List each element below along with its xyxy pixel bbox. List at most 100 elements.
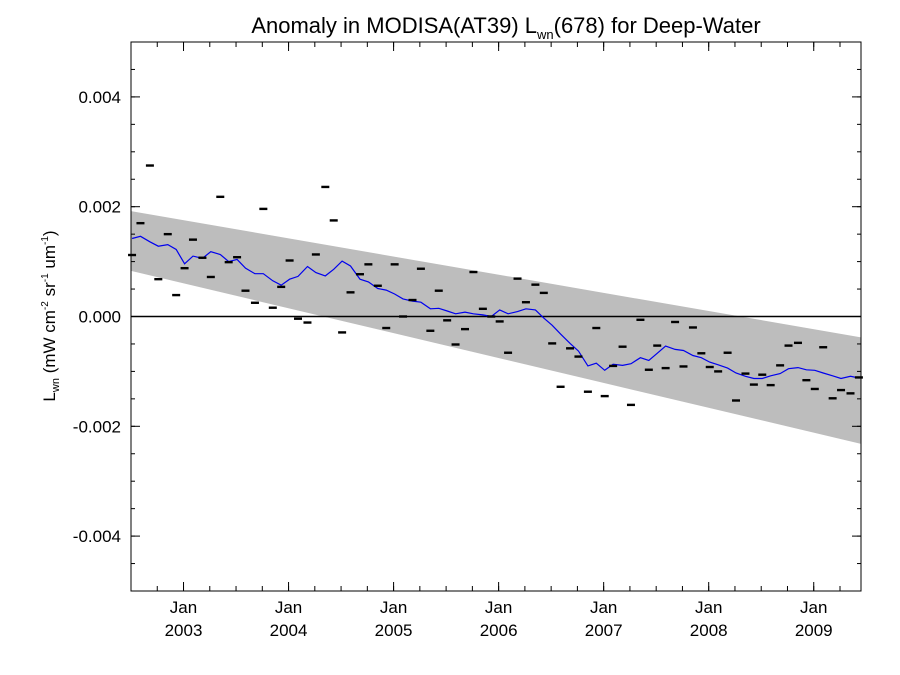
data-point: [539, 291, 548, 295]
x-tick-month: Jan: [800, 598, 827, 617]
data-point: [644, 368, 653, 371]
x-tick-month: Jan: [590, 598, 617, 617]
data-point: [382, 326, 391, 330]
data-point: [303, 321, 312, 324]
data-point: [426, 329, 435, 332]
data-point: [802, 378, 811, 382]
data-point: [329, 219, 338, 222]
data-points: [128, 164, 863, 407]
data-point: [566, 347, 575, 350]
y-axis-label: Lwn (mW cm-2 sr-1 um-1): [40, 230, 62, 401]
data-point: [338, 331, 347, 334]
data-point: [495, 320, 504, 323]
data-point: [705, 365, 714, 369]
data-point: [180, 266, 189, 270]
x-tick-month: Jan: [380, 598, 407, 617]
x-tick-year: 2003: [165, 621, 203, 640]
data-point: [443, 319, 452, 322]
x-tick-month: Jan: [485, 598, 512, 617]
data-point: [653, 344, 662, 347]
data-point: [688, 326, 697, 329]
y-tick-label: -0.002: [73, 417, 121, 436]
data-point: [504, 351, 513, 354]
data-point: [399, 315, 408, 318]
trend-line: [131, 235, 860, 380]
data-point: [206, 275, 215, 279]
band-area: [131, 211, 861, 444]
data-point: [268, 306, 277, 309]
x-tick-year: 2009: [795, 621, 833, 640]
data-point: [233, 256, 242, 259]
data-point: [741, 372, 750, 375]
data-point: [346, 291, 355, 294]
data-point: [521, 301, 530, 304]
data-point: [451, 343, 460, 346]
data-point: [285, 259, 294, 262]
data-point: [311, 253, 320, 256]
data-point: [250, 301, 259, 304]
data-point: [188, 238, 197, 241]
data-point: [145, 164, 154, 167]
data-point: [766, 383, 775, 387]
x-tick-year: 2007: [585, 621, 623, 640]
data-point: [154, 277, 163, 281]
x-tick-year: 2004: [270, 621, 308, 640]
data-point: [626, 403, 635, 407]
uncertainty-band: [131, 211, 861, 444]
data-point: [321, 185, 330, 189]
data-point: [793, 341, 802, 345]
data-point: [241, 289, 250, 292]
data-point: [172, 293, 181, 297]
data-point: [556, 385, 565, 388]
data-point: [364, 263, 373, 266]
data-point: [224, 260, 233, 264]
data-point: [277, 285, 286, 289]
data-point: [478, 307, 487, 311]
y-tick-label: 0.004: [78, 88, 121, 107]
data-point: [198, 256, 207, 259]
data-point: [854, 376, 863, 379]
data-point: [846, 392, 855, 395]
y-axis: 0.004 0.002 0.000 -0.002 -0.004: [73, 41, 861, 592]
data-point: [758, 373, 767, 376]
x-tick-month: Jan: [275, 598, 302, 617]
data-point: [723, 351, 732, 354]
data-point: [583, 390, 592, 393]
data-point: [469, 270, 478, 274]
data-point: [819, 346, 828, 349]
data-point: [609, 364, 618, 368]
data-point: [128, 253, 137, 257]
data-point: [636, 318, 645, 321]
data-point: [513, 277, 522, 280]
data-point: [390, 263, 399, 266]
data-point: [294, 317, 303, 320]
data-point: [749, 383, 758, 386]
data-point: [259, 207, 268, 211]
data-point: [373, 284, 382, 287]
data-point: [548, 342, 557, 345]
x-tick-month: Jan: [695, 598, 722, 617]
data-point: [163, 232, 172, 236]
data-point: [828, 397, 837, 400]
data-point: [216, 195, 225, 199]
data-point: [136, 221, 145, 225]
data-point: [671, 320, 680, 324]
x-tick-year: 2006: [480, 621, 518, 640]
data-point: [574, 355, 583, 358]
data-point: [810, 387, 819, 391]
data-point: [661, 366, 670, 370]
y-tick-label: 0.000: [78, 308, 121, 327]
data-point: [776, 364, 785, 367]
data-point: [618, 345, 627, 348]
chart-title: Anomaly in MODISA(AT39) Lwn(678) for Dee…: [251, 13, 760, 42]
x-tick-year: 2008: [690, 621, 728, 640]
x-tick-year: 2005: [375, 621, 413, 640]
data-point: [355, 273, 364, 276]
data-point: [600, 394, 609, 398]
smoothed-anomaly-line: [131, 235, 860, 380]
data-point: [592, 326, 601, 330]
data-point: [784, 344, 793, 347]
y-tick-label: 0.002: [78, 198, 121, 217]
data-point: [408, 298, 417, 302]
